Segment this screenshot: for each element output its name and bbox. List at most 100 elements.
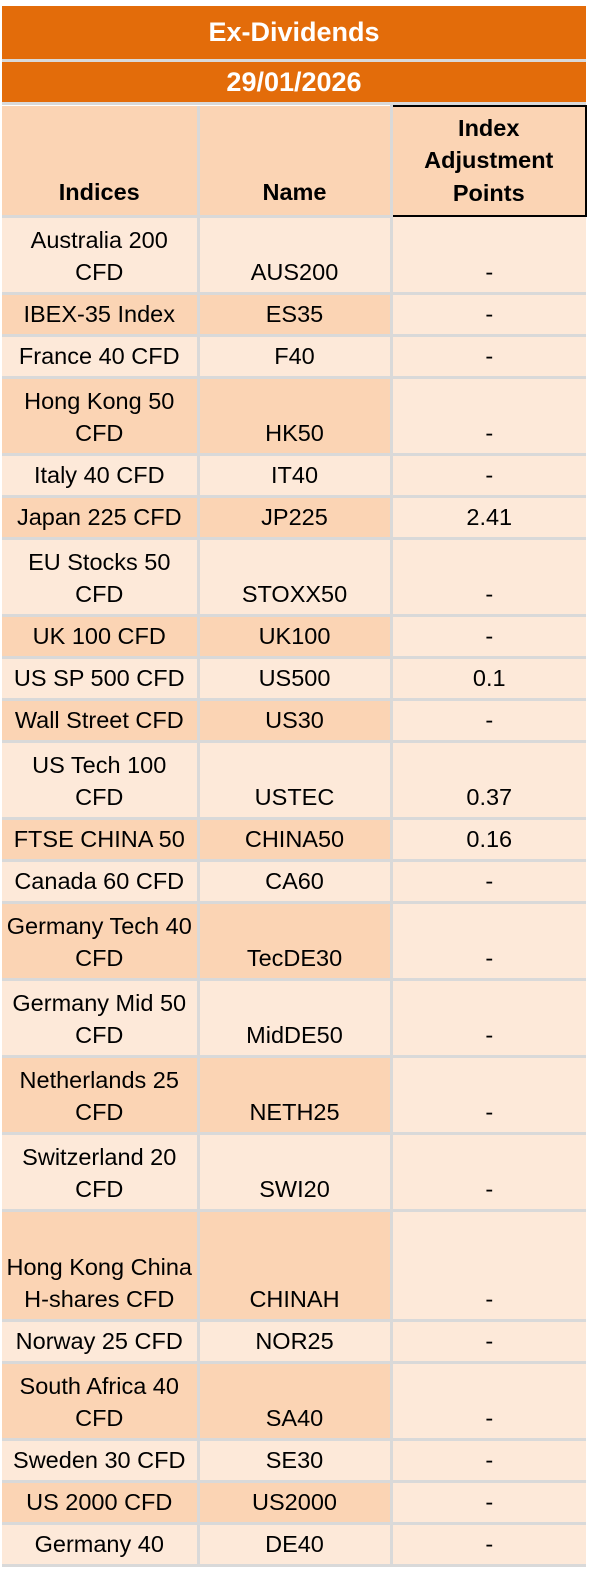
name-cell: NOR25	[198, 1320, 393, 1364]
adjustment-points-cell: -	[391, 979, 586, 1058]
name-cell: JP225	[198, 496, 393, 540]
adjustment-points-cell: -	[391, 699, 586, 743]
table-row: Sweden 30 CFD SE30-	[2, 1439, 586, 1483]
adjustment-points-cell: -	[391, 335, 586, 379]
table-row: Wall Street CFD US30-	[2, 699, 586, 743]
adjustment-points-cell: -	[391, 860, 586, 904]
index-cell: Germany Tech 40 CFD	[2, 902, 200, 981]
adjustment-points-cell: -	[391, 1320, 586, 1364]
index-cell: UK 100 CFD	[2, 615, 200, 659]
index-cell: EU Stocks 50 CFD	[2, 538, 200, 617]
adjustment-points-cell: -	[391, 216, 586, 295]
index-cell: IBEX-35 Index	[2, 293, 200, 337]
table-row: Hong Kong 50 CFD HK50-	[2, 377, 586, 456]
name-cell: HK50	[198, 377, 393, 456]
table-row: EU Stocks 50 CFD STOXX50-	[2, 538, 586, 617]
adjustment-points-cell: -	[391, 1056, 586, 1135]
table-row: Netherlands 25 CFD NETH25-	[2, 1056, 586, 1135]
sheet-date: 29/01/2026	[2, 62, 586, 105]
table-row: Switzerland 20 CFD SWI20-	[2, 1133, 586, 1212]
name-cell: NETH25	[198, 1056, 393, 1135]
table-row: FTSE CHINA 50 CHINA50 0.16	[2, 818, 586, 862]
ex-dividends-sheet: Ex-Dividends 29/01/2026 Indices Name Ind…	[2, 6, 587, 1567]
name-cell: US2000	[198, 1481, 393, 1525]
name-cell: SA40	[198, 1362, 393, 1441]
index-cell: Netherlands 25 CFD	[2, 1056, 200, 1135]
name-cell: F40	[198, 335, 393, 379]
adjustment-points-cell: -	[391, 1362, 586, 1441]
name-cell: CHINAH	[198, 1210, 393, 1322]
table-row: Germany Mid 50 CFD MidDE50-	[2, 979, 586, 1058]
table-row: Germany Tech 40 CFD TecDE30-	[2, 902, 586, 981]
table-row: Germany 40 DE40-	[2, 1523, 586, 1567]
index-cell: Canada 60 CFD	[2, 860, 200, 904]
index-cell: Switzerland 20 CFD	[2, 1133, 200, 1212]
index-cell: Germany Mid 50 CFD	[2, 979, 200, 1058]
name-cell: SE30	[198, 1439, 393, 1483]
table-row: US Tech 100 CFD USTEC 0.37	[2, 741, 586, 820]
name-cell: USTEC	[198, 741, 393, 820]
table-row: IBEX-35 Index ES35-	[2, 293, 586, 337]
adjustment-points-cell: 0.37	[391, 741, 586, 820]
name-cell: IT40	[198, 454, 393, 498]
name-cell: UK100	[198, 615, 393, 659]
adjustment-points-cell: -	[391, 1133, 586, 1212]
index-cell: Japan 225 CFD	[2, 496, 200, 540]
table-header-row: Indices Name Index Adjustment Points	[2, 105, 587, 218]
index-cell: Australia 200 CFD	[2, 216, 200, 295]
name-cell: AUS200	[198, 216, 393, 295]
index-cell: Hong Kong 50 CFD	[2, 377, 200, 456]
dividends-table: Indices Name Index Adjustment Points Aus…	[2, 105, 587, 1567]
adjustment-points-cell: -	[391, 1439, 586, 1483]
table-row: Hong Kong China H-shares CFD CHINAH -	[2, 1210, 586, 1322]
adjustment-points-cell: 0.16	[391, 818, 586, 862]
table-row: Australia 200 CFD AUS200-	[2, 216, 586, 295]
index-cell: Italy 40 CFD	[2, 454, 200, 498]
name-cell: TecDE30	[198, 902, 393, 981]
table-row: US SP 500 CFD US500 0.1	[2, 657, 586, 701]
index-cell: US SP 500 CFD	[2, 657, 200, 701]
adjustment-points-cell: -	[391, 615, 586, 659]
adjustment-points-cell: -	[391, 293, 586, 337]
adjustment-points-cell: -	[391, 377, 586, 456]
name-cell: MidDE50	[198, 979, 393, 1058]
name-cell: SWI20	[198, 1133, 393, 1212]
adjustment-points-cell: -	[391, 1523, 586, 1567]
index-cell: FTSE CHINA 50	[2, 818, 200, 862]
column-header-name: Name	[198, 106, 393, 218]
index-cell: US Tech 100 CFD	[2, 741, 200, 820]
adjustment-points-cell: -	[391, 902, 586, 981]
sheet-title: Ex-Dividends	[2, 6, 586, 62]
column-header-adjustment-points: Index Adjustment Points	[390, 105, 587, 217]
table-row: US 2000 CFD US2000-	[2, 1481, 586, 1525]
index-cell: US 2000 CFD	[2, 1481, 200, 1525]
name-cell: CA60	[198, 860, 393, 904]
adjustment-points-cell: -	[391, 454, 586, 498]
adjustment-points-cell: 0.1	[391, 657, 586, 701]
table-row: UK 100 CFD UK100-	[2, 615, 586, 659]
table-row: Italy 40 CFD IT40-	[2, 454, 586, 498]
name-cell: US500	[198, 657, 393, 701]
index-cell: Norway 25 CFD	[2, 1320, 200, 1364]
name-cell: US30	[198, 699, 393, 743]
index-cell: South Africa 40 CFD	[2, 1362, 200, 1441]
table-body: Australia 200 CFD AUS200- IBEX-35 Index ES3…	[2, 216, 586, 1567]
index-cell: Hong Kong China H-shares CFD	[2, 1210, 200, 1322]
index-cell: Sweden 30 CFD	[2, 1439, 200, 1483]
adjustment-points-cell: -	[391, 538, 586, 617]
index-cell: France 40 CFD	[2, 335, 200, 379]
index-cell: Germany 40	[2, 1523, 200, 1567]
name-cell: CHINA50	[198, 818, 393, 862]
name-cell: STOXX50	[198, 538, 393, 617]
adjustment-points-cell: -	[391, 1210, 586, 1322]
adjustment-points-cell: 2.41	[391, 496, 586, 540]
column-header-indices: Indices	[2, 106, 200, 218]
table-row: Japan 225 CFD JP225 2.41	[2, 496, 586, 540]
table-row: Canada 60 CFD CA60-	[2, 860, 586, 904]
name-cell: ES35	[198, 293, 393, 337]
table-row: Norway 25 CFD NOR25-	[2, 1320, 586, 1364]
table-row: South Africa 40 CFD SA40-	[2, 1362, 586, 1441]
index-cell: Wall Street CFD	[2, 699, 200, 743]
name-cell: DE40	[198, 1523, 393, 1567]
table-row: France 40 CFD F40-	[2, 335, 586, 379]
